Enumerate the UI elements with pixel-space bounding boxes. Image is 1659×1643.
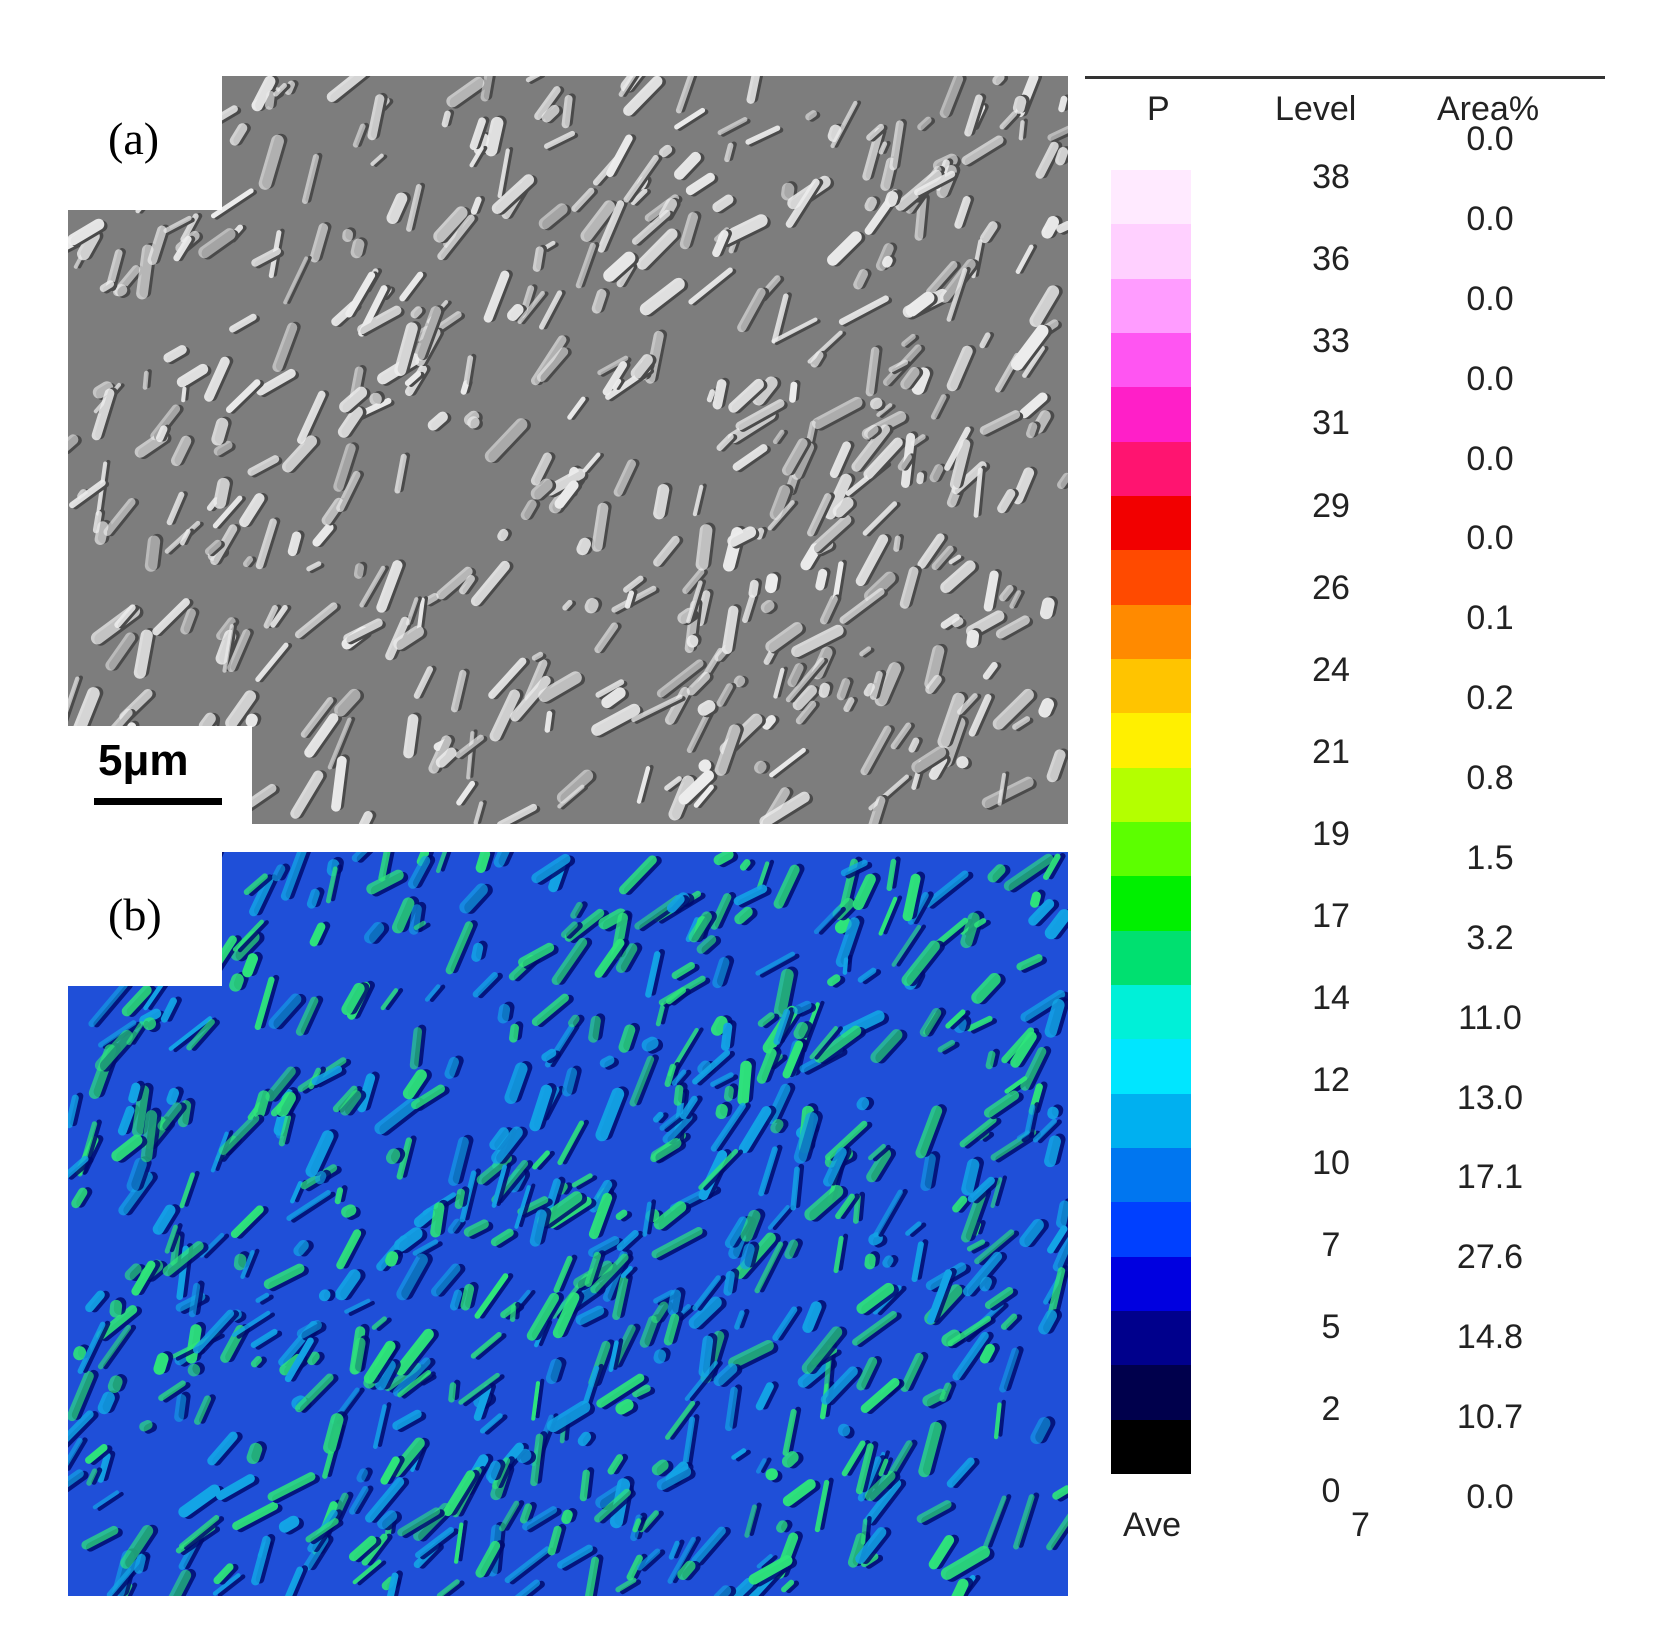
level-label: 29: [1312, 487, 1350, 525]
panel-label-box: (a): [68, 76, 222, 210]
area-percent-label: 10.7: [1456, 1398, 1524, 1436]
area-percent-label: 0.2: [1466, 679, 1514, 717]
level-label: 36: [1312, 240, 1350, 278]
panel-label-a: (a): [108, 113, 160, 164]
colorbar-segment: [1111, 1365, 1191, 1420]
level-label: 33: [1312, 322, 1350, 360]
sem-micrograph-panel: (a) 5μm: [68, 76, 1068, 824]
element-map-panel: (b): [68, 852, 1068, 1596]
panel-label-box: (b): [68, 852, 222, 986]
colorbar-segment: [1111, 876, 1191, 931]
colorbar-segment: [1111, 170, 1191, 225]
level-label: 19: [1312, 815, 1350, 853]
area-percent-label: 0.8: [1466, 759, 1514, 797]
colorbar-segment: [1111, 1039, 1191, 1094]
level-label: 26: [1312, 569, 1350, 607]
legend-header-element: P: [1147, 90, 1170, 128]
colorbar-segment: [1111, 224, 1191, 279]
area-percent-label: 13.0: [1456, 1079, 1524, 1117]
area-percent-label: 27.6: [1456, 1238, 1524, 1276]
colorbar-segment: [1111, 604, 1191, 659]
level-label: 2: [1321, 1390, 1341, 1428]
level-label: 21: [1312, 733, 1350, 771]
colorbar-segment: [1111, 1419, 1191, 1474]
area-percent-label: 0.0: [1466, 200, 1514, 238]
colorbar-segment: [1111, 495, 1191, 551]
average-value: 7: [1351, 1506, 1370, 1544]
colorbar-segment: [1111, 658, 1191, 714]
colorbar-segment: [1111, 984, 1191, 1040]
legend-top-rule: [1085, 76, 1605, 79]
colorbar-segment: [1111, 441, 1191, 496]
colorbar-segment: [1111, 387, 1191, 442]
colorbar-segment: [1111, 1147, 1191, 1203]
level-label: 12: [1312, 1061, 1350, 1099]
scale-bar-line: [94, 798, 222, 805]
area-percent-label: 14.8: [1456, 1318, 1524, 1356]
level-label: 5: [1321, 1308, 1341, 1346]
area-percent-label: 0.0: [1466, 519, 1514, 557]
colorbar-segment: [1111, 1310, 1191, 1366]
area-percent-label: 0.1: [1466, 599, 1514, 637]
panel-label-b: (b): [108, 889, 162, 940]
area-percent-label: 0.0: [1466, 120, 1514, 158]
area-percent-label: 1.5: [1466, 839, 1514, 877]
sem-micrograph-image: [68, 76, 1068, 824]
area-percent-label: 0.0: [1466, 1478, 1514, 1516]
colorbar-segment: [1111, 332, 1191, 388]
area-percent-label: 0.0: [1466, 360, 1514, 398]
colorbar: [1111, 170, 1191, 1474]
colorbar-segment: [1111, 1202, 1191, 1257]
level-label: 14: [1312, 979, 1350, 1017]
area-percent-label: 17.1: [1456, 1158, 1524, 1196]
average-label: Ave: [1123, 1506, 1181, 1544]
level-label: 38: [1312, 158, 1350, 196]
area-percent-label: 3.2: [1466, 919, 1514, 957]
colorbar-segment: [1111, 550, 1191, 605]
area-percent-label: 0.0: [1466, 440, 1514, 478]
legend-header-area: Area%: [1437, 90, 1540, 128]
area-percent-label: 0.0: [1466, 280, 1514, 318]
level-label: 10: [1312, 1144, 1350, 1182]
colorbar-segment: [1111, 278, 1191, 333]
colorbar-segment: [1111, 930, 1191, 985]
colorbar-segment: [1111, 1256, 1191, 1311]
level-label: 7: [1321, 1226, 1341, 1264]
level-label: 31: [1312, 404, 1350, 442]
scale-bar: 5μm: [68, 726, 252, 824]
level-label: 0: [1321, 1472, 1341, 1510]
colorbar-segment: [1111, 1093, 1191, 1148]
color-scale-legend: P Level Area% 38 36 33 31 29 26 24 21 19 17 14 12 10…: [1085, 76, 1605, 1556]
area-percent-label: 11.0: [1458, 999, 1522, 1037]
legend-header-level: Level: [1275, 90, 1357, 128]
level-label: 24: [1312, 651, 1350, 689]
colorbar-segment: [1111, 821, 1191, 877]
level-label: 17: [1312, 897, 1350, 935]
scale-bar-label: 5μm: [98, 736, 189, 785]
colorbar-segment: [1111, 767, 1191, 822]
colorbar-segment: [1111, 713, 1191, 768]
